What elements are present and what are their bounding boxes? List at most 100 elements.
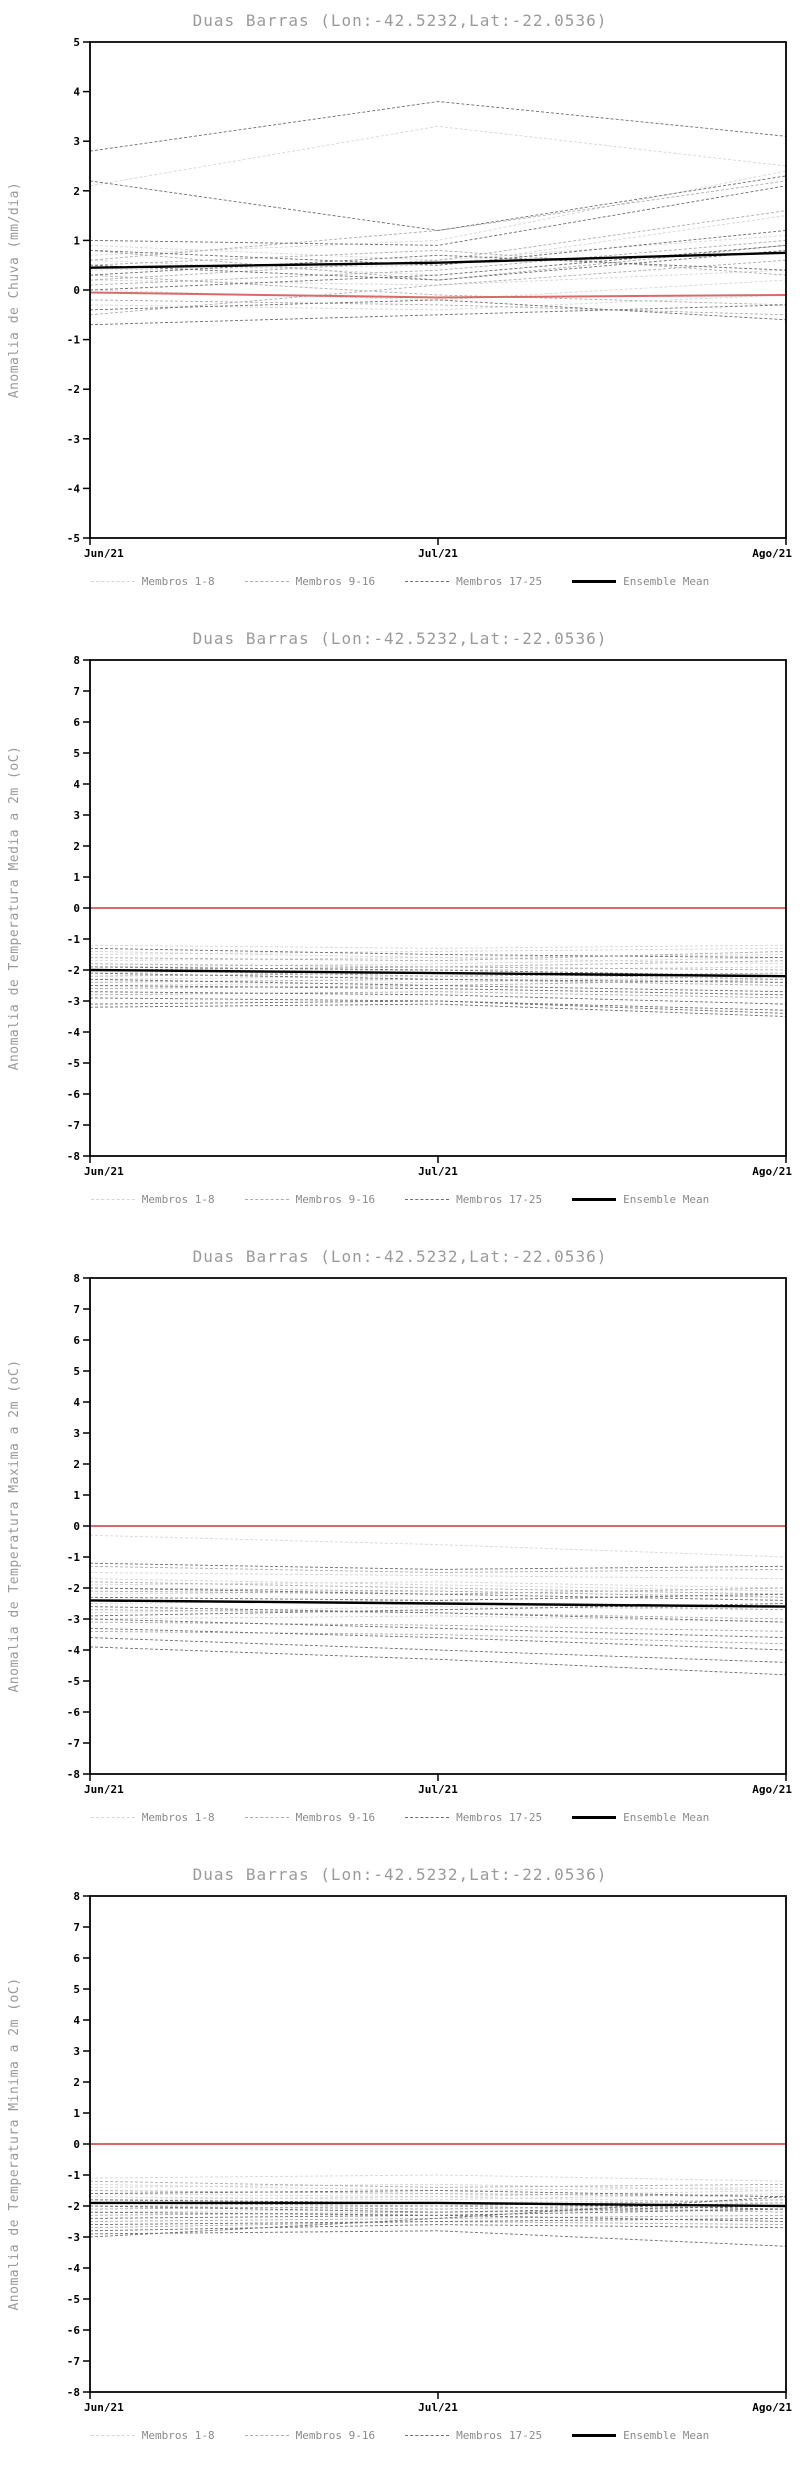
legend-swatch-ensemble-mean-icon — [572, 1815, 617, 1819]
svg-text:5: 5 — [73, 1983, 80, 1996]
svg-text:4: 4 — [73, 86, 80, 99]
svg-text:2: 2 — [73, 1458, 80, 1471]
legend: Membros 1-8 Membros 9-16 Membros 17-25 E… — [90, 1804, 710, 1830]
svg-text:4: 4 — [73, 1396, 80, 1409]
y-axis-label: Anomalia de Temperatura Minima a 2m (oC) — [7, 1977, 22, 2310]
svg-text:2: 2 — [73, 2076, 80, 2089]
legend-label: Membros 1-8 — [141, 1192, 215, 1206]
svg-text:-5: -5 — [67, 2293, 80, 2306]
legend-item-membros-17-25: Membros 17-25 — [405, 1811, 542, 1824]
legend-label: Membros 1-8 — [141, 2428, 215, 2442]
svg-text:-7: -7 — [67, 1737, 80, 1750]
svg-text:1: 1 — [73, 871, 80, 884]
svg-text:-3: -3 — [67, 433, 80, 446]
legend-swatch-membros-1-8-icon — [90, 1198, 135, 1200]
legend-item-membros-9-16: Membros 9-16 — [244, 1192, 376, 1206]
legend: Membros 1-8 Membros 9-16 Membros 17-25 E… — [90, 1186, 709, 1212]
legend-label: Membros 17-25 — [456, 2428, 543, 2442]
legend-item-ensemble-mean: Ensemble Mean — [572, 575, 709, 588]
legend-swatch-membros-9-16-icon — [244, 2434, 289, 2436]
y-axis-label: Anomalia de Temperatura Maxima a 2m (oC) — [7, 1359, 22, 1692]
svg-text:2: 2 — [73, 840, 80, 853]
legend-item-membros-17-25: Membros 17-25 — [405, 2429, 542, 2442]
legend-swatch-membros-17-25-icon — [405, 2434, 450, 2436]
svg-text:3: 3 — [73, 2045, 80, 2058]
plot-area: -5 -4 -3 -2 -1 0 1 2 3 4 5 Jun/21 Jul/21 Ago/21 — [67, 36, 793, 560]
line-chart-temp-minima: Anomalia de Temperatura Minima a 2m (oC)… — [7, 1890, 793, 2414]
svg-text:-1: -1 — [67, 1551, 81, 1564]
legend-item-membros-9-16: Membros 9-16 — [244, 1810, 376, 1824]
svg-text:Jul/21: Jul/21 — [418, 1783, 458, 1796]
svg-text:Ago/21: Ago/21 — [752, 547, 792, 560]
legend-item-membros-1-8: Membros 1-8 — [90, 574, 215, 588]
svg-text:Jul/21: Jul/21 — [418, 547, 458, 560]
legend-item-membros-9-16: Membros 9-16 — [244, 2429, 375, 2442]
legend-label: Membros 1-8 — [141, 1810, 215, 1824]
legend-swatch-membros-1-8-icon — [90, 1816, 135, 1818]
svg-text:Jun/21: Jun/21 — [84, 2401, 124, 2414]
svg-text:7: 7 — [73, 685, 80, 698]
chart-panel-chuva: Duas Barras (Lon:-42.5232,Lat:-22.0536) … — [0, 0, 800, 618]
legend-swatch-ensemble-mean-icon — [572, 1197, 617, 1201]
svg-text:-1: -1 — [67, 2169, 81, 2182]
svg-text:-2: -2 — [67, 1582, 80, 1595]
svg-text:Ago/21: Ago/21 — [752, 2401, 792, 2414]
svg-text:-2: -2 — [67, 2200, 80, 2213]
line-chart-chuva: Anomalia de Chuva (mm/dia) -5 -4 -3 -2 -1 0 1 2… — [7, 36, 793, 560]
svg-text:Jun/21: Jun/21 — [84, 1165, 124, 1178]
chart-title: Duas Barras (Lon:-42.5232,Lat:-22.0536) — [192, 1247, 608, 1266]
chart-title: Duas Barras (Lon:-42.5232,Lat:-22.0536) — [192, 1865, 608, 1884]
legend-label: Membros 9-16 — [295, 1810, 376, 1824]
svg-text:0: 0 — [73, 902, 80, 915]
legend-item-membros-17-25: Membros 17-25 — [405, 1193, 542, 1206]
svg-text:-3: -3 — [67, 2231, 80, 2244]
svg-text:6: 6 — [73, 1334, 80, 1347]
svg-text:-6: -6 — [67, 1088, 81, 1101]
svg-text:-8: -8 — [67, 1768, 80, 1781]
svg-text:1: 1 — [73, 2107, 80, 2120]
legend-swatch-membros-9-16-icon — [244, 1816, 289, 1818]
legend-item-ensemble-mean: Ensemble Mean — [572, 1193, 709, 1206]
legend-swatch-membros-1-8-icon — [90, 580, 135, 582]
svg-text:Jul/21: Jul/21 — [418, 1165, 458, 1178]
legend-item-membros-1-8: Membros 1-8 — [90, 2428, 215, 2442]
chart-title: Duas Barras (Lon:-42.5232,Lat:-22.0536) — [192, 11, 608, 30]
legend-swatch-membros-9-16-icon — [244, 1198, 289, 1200]
legend-label: Membros 17-25 — [456, 574, 543, 588]
legend-label: Ensemble Mean — [623, 1810, 710, 1824]
legend-item-membros-9-16: Membros 9-16 — [244, 575, 375, 588]
svg-text:0: 0 — [73, 1520, 80, 1533]
svg-text:-1: -1 — [67, 933, 81, 946]
svg-text:1: 1 — [73, 234, 80, 247]
y-axis-label: Anomalia de Temperatura Media a 2m (oC) — [7, 746, 22, 1071]
svg-text:Ago/21: Ago/21 — [752, 1783, 792, 1796]
legend-label: Membros 1-8 — [141, 574, 215, 588]
legend-label: Membros 9-16 — [295, 1192, 376, 1206]
svg-text:0: 0 — [73, 284, 80, 297]
svg-text:5: 5 — [73, 36, 80, 49]
legend-item-ensemble-mean: Ensemble Mean — [572, 2429, 709, 2442]
legend-swatch-membros-17-25-icon — [405, 580, 450, 582]
svg-text:-5: -5 — [67, 532, 80, 545]
legend-swatch-ensemble-mean-icon — [572, 2433, 617, 2437]
legend-label: Ensemble Mean — [623, 2428, 710, 2442]
svg-text:8: 8 — [73, 1272, 80, 1285]
legend: Membros 1-8 Membros 9-16 Membros 17-25 E… — [90, 568, 709, 594]
svg-text:4: 4 — [73, 2014, 80, 2027]
svg-text:3: 3 — [73, 809, 80, 822]
svg-text:-8: -8 — [67, 1150, 80, 1163]
legend-label: Ensemble Mean — [623, 574, 710, 588]
plot-area: -8 -7 -6 -5 -4 -3 -2 -1 0 1 2 3 4 5 6 7 8 Jun/21 Jul/21 Ago… — [67, 1890, 793, 2414]
svg-text:-7: -7 — [67, 2355, 80, 2368]
legend-item-membros-1-8: Membros 1-8 — [90, 1810, 215, 1824]
svg-text:8: 8 — [73, 1890, 80, 1903]
svg-text:3: 3 — [73, 135, 80, 148]
svg-text:7: 7 — [73, 1921, 80, 1934]
legend-swatch-ensemble-mean-icon — [572, 579, 617, 583]
plot-area: -8 -7 -6 -5 -4 -3 -2 -1 0 1 2 3 4 5 6 7 8 Jun/21 Jul/21 Ago… — [67, 654, 793, 1178]
chart-panel-temp-media: Duas Barras (Lon:-42.5232,Lat:-22.0536) … — [0, 618, 800, 1236]
line-chart-temp-media: Anomalia de Temperatura Media a 2m (oC) … — [7, 654, 793, 1178]
legend-label: Membros 17-25 — [456, 1810, 543, 1824]
svg-text:7: 7 — [73, 1303, 80, 1316]
line-chart-temp-maxima: Anomalia de Temperatura Maxima a 2m (oC)… — [7, 1272, 792, 1796]
